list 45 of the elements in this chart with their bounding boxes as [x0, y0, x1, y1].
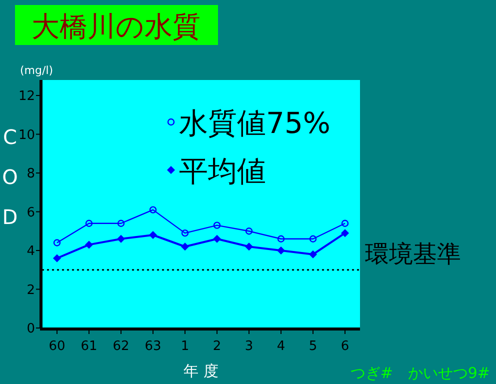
point — [181, 242, 189, 251]
legend-label: 平均値 — [179, 154, 266, 188]
y-tick-label: 6 — [26, 205, 35, 220]
x-axis-title: 年 度 — [184, 362, 218, 380]
x-tick-label: 5 — [308, 339, 318, 354]
y-tick-label: 0 — [26, 322, 35, 337]
x-tick-label: 6 — [340, 339, 350, 354]
y-tick-label: 8 — [26, 166, 35, 182]
y-tick-label: 12 — [18, 89, 35, 104]
point — [117, 220, 125, 227]
point — [341, 220, 349, 227]
point — [277, 235, 285, 242]
point — [309, 250, 317, 258]
x-tick-label: 63 — [144, 339, 162, 354]
x-tick-label: 2 — [212, 339, 222, 354]
point — [53, 239, 61, 246]
point — [149, 231, 157, 239]
point — [85, 220, 93, 227]
ref-line-label: 環境基準 — [365, 240, 461, 268]
point — [309, 235, 317, 242]
point — [213, 222, 221, 229]
y-tick-label: 2 — [26, 282, 35, 298]
point — [149, 206, 157, 214]
x-tick-label: 1 — [180, 339, 190, 354]
x-tick-label: 3 — [244, 339, 254, 354]
x-tick-label: 61 — [80, 339, 98, 354]
y-tick-label: 10 — [18, 128, 35, 143]
y-tick-label: 4 — [26, 244, 35, 260]
point — [181, 229, 189, 237]
text: つぎ# かいせつ9# — [350, 364, 490, 382]
chart-title: 大橋川の水質 — [32, 10, 200, 43]
point — [213, 234, 221, 243]
point — [85, 240, 93, 249]
legend-label: 水質値75% — [179, 106, 330, 140]
point — [117, 234, 125, 243]
x-tick-label: 4 — [276, 339, 286, 354]
point — [245, 228, 253, 235]
text: (mg/l) — [20, 64, 54, 77]
point — [341, 229, 349, 238]
point — [245, 242, 253, 251]
x-tick-label: 62 — [112, 339, 130, 354]
point — [277, 246, 285, 254]
x-tick-label: 60 — [48, 339, 66, 354]
y-axis-title: COD — [2, 125, 18, 229]
point — [53, 254, 61, 262]
